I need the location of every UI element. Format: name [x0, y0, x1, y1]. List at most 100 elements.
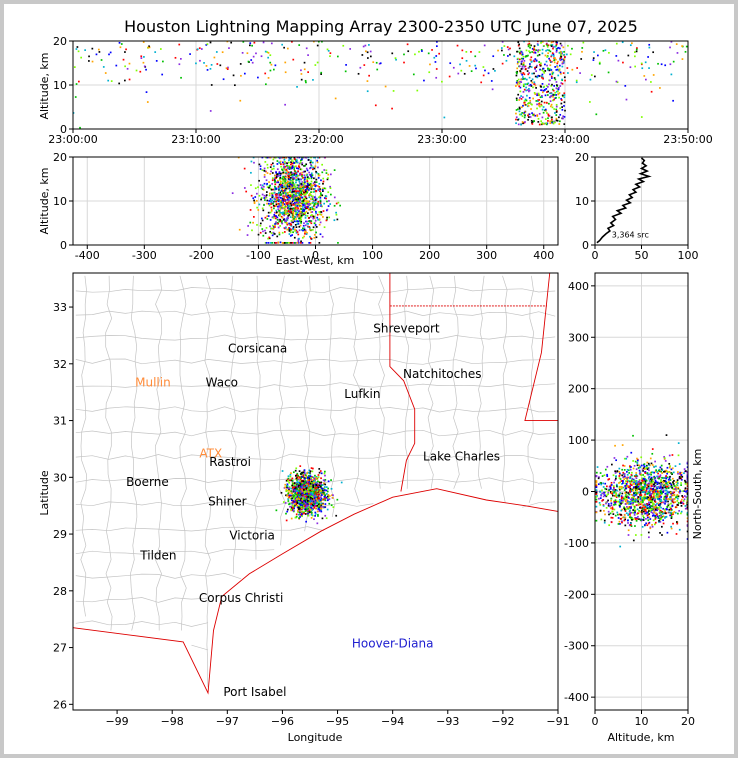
source-point — [300, 184, 303, 187]
source-point — [650, 511, 653, 514]
source-point — [563, 59, 565, 62]
source-point — [633, 514, 636, 516]
source-point — [276, 174, 278, 177]
source-point — [314, 474, 316, 477]
source-point — [296, 220, 299, 223]
source-point — [206, 43, 209, 45]
source-point — [621, 468, 624, 471]
source-point — [554, 58, 557, 61]
source-point — [333, 169, 336, 171]
source-point — [521, 73, 524, 76]
source-point — [286, 478, 289, 481]
y-tick-label: 100 — [568, 434, 589, 447]
source-point — [540, 62, 542, 65]
y-tick-label: 29 — [53, 528, 67, 541]
source-point — [403, 61, 405, 64]
source-point — [609, 485, 612, 488]
source-point — [541, 76, 543, 79]
source-point — [254, 187, 257, 190]
source-point — [303, 165, 305, 167]
source-point — [637, 481, 640, 484]
source-point — [550, 92, 553, 95]
source-point — [608, 513, 610, 516]
source-point — [518, 82, 521, 85]
source-point — [678, 463, 681, 465]
source-point — [543, 122, 546, 125]
source-point — [300, 205, 303, 208]
source-point — [635, 472, 638, 474]
source-point — [667, 503, 670, 506]
source-point — [635, 482, 638, 485]
source-point — [293, 507, 295, 510]
source-point — [294, 484, 297, 487]
source-point — [523, 116, 526, 119]
source-point — [646, 516, 649, 519]
source-point — [315, 170, 317, 173]
source-point — [331, 494, 333, 497]
source-point — [318, 484, 320, 487]
source-point — [335, 213, 338, 216]
source-point — [275, 193, 278, 196]
source-point — [289, 202, 292, 205]
source-point — [296, 483, 298, 486]
source-point — [265, 179, 268, 182]
source-point — [623, 514, 626, 516]
source-point — [313, 202, 316, 205]
source-point — [310, 513, 313, 516]
source-point — [296, 199, 299, 202]
source-point — [301, 175, 303, 177]
source-point — [282, 199, 285, 202]
source-point — [288, 486, 291, 488]
source-point — [457, 72, 460, 75]
source-point — [645, 508, 648, 511]
source-point — [604, 49, 607, 52]
source-point — [545, 122, 548, 125]
source-point — [532, 97, 534, 100]
source-point — [613, 487, 615, 490]
source-point — [540, 103, 543, 106]
source-point — [298, 237, 300, 240]
source-point — [551, 118, 553, 121]
source-point — [298, 486, 301, 489]
source-point — [593, 51, 595, 53]
source-point — [277, 226, 280, 229]
source-point — [528, 88, 530, 90]
source-point — [563, 58, 566, 61]
source-point — [318, 211, 321, 213]
source-point — [314, 477, 317, 480]
source-point — [305, 206, 308, 209]
source-point — [541, 48, 544, 51]
source-point — [657, 485, 660, 488]
source-point — [329, 185, 331, 188]
source-point — [615, 492, 617, 495]
source-point — [618, 495, 620, 498]
source-point — [482, 74, 485, 77]
source-point — [291, 502, 293, 505]
y-tick-label: 27 — [53, 642, 67, 655]
source-point — [563, 54, 565, 56]
source-point — [280, 212, 283, 214]
source-point — [285, 192, 287, 195]
source-point — [322, 190, 324, 192]
source-point — [559, 71, 562, 74]
source-point — [627, 480, 629, 482]
source-point — [261, 207, 264, 210]
source-point — [290, 182, 293, 184]
source-point — [259, 222, 262, 225]
source-point — [551, 88, 554, 91]
source-point — [319, 199, 322, 202]
source-point — [274, 217, 277, 220]
source-point — [527, 67, 530, 69]
source-point — [662, 512, 665, 514]
source-point — [278, 203, 281, 206]
source-point — [548, 68, 550, 70]
source-point — [135, 69, 138, 72]
source-point — [654, 515, 657, 518]
source-point — [521, 60, 523, 62]
source-point — [556, 68, 559, 71]
source-point — [270, 163, 273, 166]
source-point — [278, 202, 281, 205]
source-point — [644, 478, 647, 481]
source-point — [293, 194, 296, 197]
source-point — [289, 473, 292, 476]
